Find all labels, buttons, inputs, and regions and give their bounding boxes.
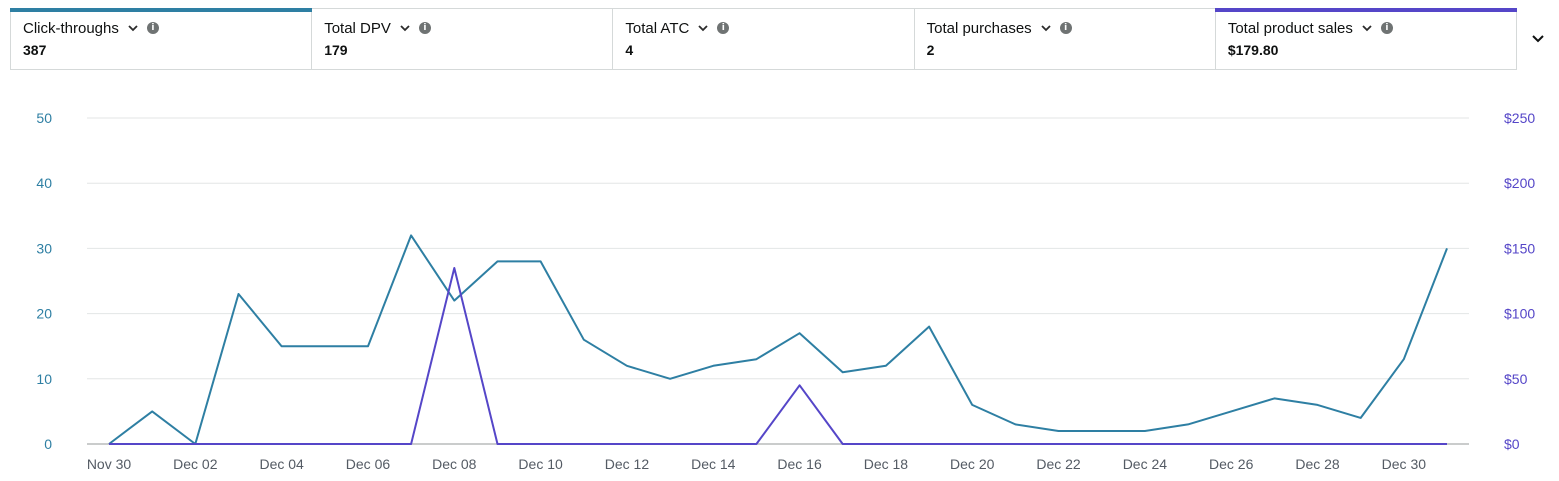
x-axis-tick-label: Dec 10	[518, 456, 563, 472]
info-icon[interactable]: i	[1059, 22, 1072, 34]
metric-value: $179.80	[1227, 42, 1279, 58]
x-axis-tick-label: Dec 26	[1209, 456, 1254, 472]
left-axis-tick-label: 10	[36, 371, 52, 387]
metric-tile-total-dpv[interactable]: Total DPV i 179	[312, 9, 614, 69]
metric-selected-bar	[1214, 8, 1518, 12]
info-icon[interactable]: i	[146, 22, 159, 34]
left-axis-tick-label: 50	[36, 110, 52, 126]
x-axis-tick-label: Dec 30	[1382, 456, 1427, 472]
x-axis-tick-label: Dec 24	[1123, 456, 1168, 472]
x-axis-tick-label: Dec 18	[864, 456, 909, 472]
product-sales-line	[109, 267, 1447, 445]
metric-tiles: Click-throughs i 387 Total DPV i 179 Tot…	[10, 8, 1518, 70]
left-axis-tick-label: 20	[36, 306, 52, 322]
x-axis-tick-label: Dec 02	[173, 456, 218, 472]
info-icon[interactable]: i	[418, 22, 431, 34]
right-axis-tick-label: $250	[1504, 110, 1535, 126]
metric-label: Total ATC	[625, 19, 690, 37]
info-icon[interactable]: i	[1380, 22, 1393, 34]
gridlines	[87, 117, 1469, 445]
metric-tile-total-atc[interactable]: Total ATC i 4	[613, 9, 915, 69]
left-y-axis: 0 10 20 30 40 50	[36, 110, 52, 452]
right-axis-tick-label: $200	[1504, 175, 1535, 191]
x-axis-tick-label: Dec 04	[259, 456, 304, 472]
metric-tile-total-purchases[interactable]: Total purchases i 2	[915, 9, 1216, 69]
x-axis-tick-label: Dec 06	[346, 456, 391, 472]
right-axis-tick-label: $50	[1504, 371, 1528, 387]
metric-label: Total purchases	[926, 19, 1032, 37]
chevron-down-icon[interactable]	[1361, 22, 1373, 34]
x-axis-tick-label: Dec 12	[605, 456, 650, 472]
metric-tile-click-throughs[interactable]: Click-throughs i 387	[10, 8, 313, 69]
left-axis-tick-label: 40	[36, 175, 52, 191]
x-axis-tick-label: Dec 22	[1036, 456, 1081, 472]
x-axis-tick-label: Dec 28	[1295, 456, 1340, 472]
metric-value: 387	[23, 42, 47, 58]
right-axis-tick-label: $150	[1504, 240, 1535, 256]
metric-label: Click-throughs	[23, 19, 119, 37]
x-axis: Nov 30 Dec 02 Dec 04 Dec 06 Dec 08 Dec 10 Dec …	[87, 456, 1426, 472]
x-axis-tick-label: Dec 20	[950, 456, 995, 472]
x-axis-tick-label: Dec 08	[432, 456, 477, 472]
right-y-axis: $0 $50 $100 $150 $200 $250	[1504, 110, 1535, 452]
metric-label: Total DPV	[324, 19, 391, 37]
performance-chart: 0 10 20 30 40 50 $0 $50 $100 $150 $200 $250 Nov 30…	[36, 110, 1535, 472]
click-throughs-line	[108, 234, 1448, 445]
left-axis-tick-label: 0	[44, 436, 52, 452]
info-icon[interactable]: i	[717, 22, 730, 34]
right-axis-tick-label: $0	[1504, 436, 1520, 452]
metric-selected-bar	[10, 8, 313, 12]
right-axis-tick-label: $100	[1504, 306, 1535, 322]
metric-value: 2	[926, 42, 935, 58]
chevron-down-icon[interactable]	[127, 22, 139, 34]
x-axis-tick-label: Dec 14	[691, 456, 736, 472]
metric-value: 179	[324, 42, 348, 58]
left-axis-tick-label: 30	[36, 240, 52, 256]
series	[108, 234, 1448, 445]
chevron-down-icon[interactable]	[399, 22, 411, 34]
chevron-down-icon[interactable]	[1040, 22, 1052, 34]
expand-chevron-icon[interactable]	[1530, 30, 1546, 46]
chevron-down-icon[interactable]	[697, 22, 709, 34]
x-axis-tick-label: Dec 16	[777, 456, 822, 472]
x-axis-tick-label: Nov 30	[87, 456, 132, 472]
metric-value: 4	[625, 42, 634, 58]
metric-label: Total product sales	[1227, 19, 1353, 37]
metric-tile-total-product-sales[interactable]: Total product sales i $179.80	[1214, 8, 1518, 69]
